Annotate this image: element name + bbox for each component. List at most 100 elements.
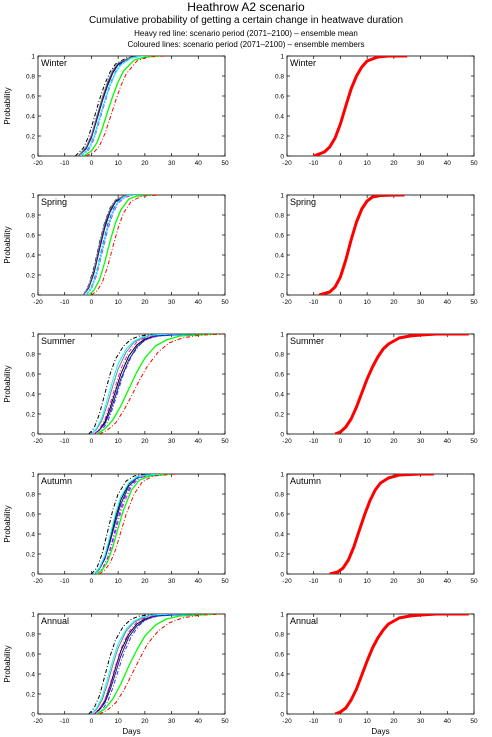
x-tick-label: 30 [417,299,425,306]
x-tick-label: -10 [60,578,70,585]
x-tick-label: 30 [168,299,176,306]
member-series-line [96,474,167,574]
y-tick-label: 1 [31,53,35,60]
x-tick-label: 50 [221,299,229,306]
ensemble-mean-line [313,56,408,156]
member-series-line [83,56,161,156]
x-tick-label: 20 [390,578,398,585]
x-axis-label: Days [122,727,140,736]
x-tick-label: 20 [390,299,398,306]
panel-summer-mean: -20 -10 0 10 20 30 40 50 0 0.2 0.4 0.6 0.8 1 Summer [275,331,478,445]
member-series-line [85,56,167,156]
x-tick-label: 50 [470,718,478,725]
x-tick-label: 40 [195,438,203,445]
member-series-line [80,56,153,156]
y-tick-label: 0.2 [275,133,284,140]
x-tick-label: 50 [470,438,478,445]
y-axis-label: Probability [3,87,12,124]
member-series-line [91,474,161,574]
y-tick-label: 1 [31,192,35,199]
axes-frame [37,194,226,296]
panel-spring-members: -20 -10 0 10 20 30 40 50 0 0.2 0.4 0.6 0.8 1 Spring Pro… [3,192,229,306]
x-tick-label: -10 [309,299,319,306]
ensemble-mean-line [329,474,434,574]
y-tick-label: 0.4 [275,531,284,538]
member-series-line [96,474,172,574]
ensemble-mean-line [334,614,469,714]
x-tick-label: 20 [390,438,398,445]
y-tick-label: 0.4 [275,113,284,120]
y-tick-label: 1 [31,331,35,338]
y-tick-label: 0.2 [275,691,284,698]
x-tick-label: 0 [339,299,343,306]
y-tick-label: 0.6 [26,232,35,239]
y-tick-label: 0.6 [26,651,35,658]
y-tick-label: 0.2 [275,272,284,279]
y-tick-label: 0.8 [26,73,35,80]
x-tick-label: -10 [309,438,319,445]
x-tick-label: -20 [33,299,43,306]
x-tick-label: 10 [115,299,123,306]
season-label: Annual [290,616,318,626]
member-series-line [96,614,199,714]
member-series-line [88,195,156,295]
x-tick-label: 40 [444,718,452,725]
y-tick-label: 1 [280,53,284,60]
x-tick-label: -20 [33,718,43,725]
x-tick-label: 0 [90,438,94,445]
y-tick-label: 0.4 [26,671,35,678]
y-tick-label: 0.4 [26,531,35,538]
x-tick-label: 30 [417,578,425,585]
ensemble-mean-note: Heavy red line: scenario period (2071–21… [134,29,358,38]
y-tick-label: 1 [31,471,35,478]
y-tick-label: 0.6 [275,651,284,658]
member-series-line [96,334,199,434]
member-series-line [99,474,177,574]
x-tick-label: 30 [168,438,176,445]
ensemble-mean-line [334,334,469,434]
x-tick-label: 40 [444,299,452,306]
season-label: Summer [290,336,324,346]
figure-subtitle: Cumulative probability of getting a cert… [88,15,404,26]
y-tick-label: 0.8 [275,212,284,219]
x-tick-label: -20 [33,160,43,167]
x-tick-label: 50 [470,160,478,167]
y-tick-label: 1 [280,192,284,199]
y-axis-label: Probability [3,505,12,542]
panel-autumn-members: -20 -10 0 10 20 30 40 50 0 0.2 0.4 0.6 0.8 1 Autumn Pro… [3,471,229,585]
member-series-line [85,195,148,295]
y-tick-label: 0.2 [26,411,35,418]
member-series-line [99,614,225,714]
y-tick-label: 0.8 [26,351,35,358]
y-tick-label: 1 [280,611,284,618]
x-tick-label: 40 [444,160,452,167]
x-tick-label: 0 [90,160,94,167]
x-tick-label: -10 [309,718,319,725]
axes-frame [286,473,475,575]
panel-winter-members: -20 -10 0 10 20 30 40 50 0 0.2 0.4 0.6 0.8 1 Winter Pro… [3,53,229,167]
x-tick-label: 10 [115,578,123,585]
x-axis-label: Days [371,727,389,736]
x-tick-label: -10 [60,438,70,445]
x-tick-label: -10 [309,578,319,585]
axes-frame [286,333,475,435]
y-axis-label: Probability [3,645,12,682]
x-tick-label: 50 [221,160,229,167]
y-tick-label: 0.6 [26,371,35,378]
y-tick-label: 0.6 [275,93,284,100]
y-axis-label: Probability [3,365,12,402]
y-tick-label: 1 [280,331,284,338]
y-tick-label: 0 [31,711,35,718]
y-tick-label: 0.4 [275,391,284,398]
x-tick-label: 10 [364,578,372,585]
y-axis-label: Probability [3,226,12,263]
x-tick-label: 50 [221,578,229,585]
y-tick-label: 0 [280,711,284,718]
axes-frame [37,55,226,157]
y-tick-label: 0 [31,153,35,160]
y-tick-label: 0.8 [26,212,35,219]
axes-frame [37,613,226,715]
season-label: Spring [290,197,316,207]
x-tick-label: -20 [33,578,43,585]
figure-title: Heathrow A2 scenario [187,0,305,14]
